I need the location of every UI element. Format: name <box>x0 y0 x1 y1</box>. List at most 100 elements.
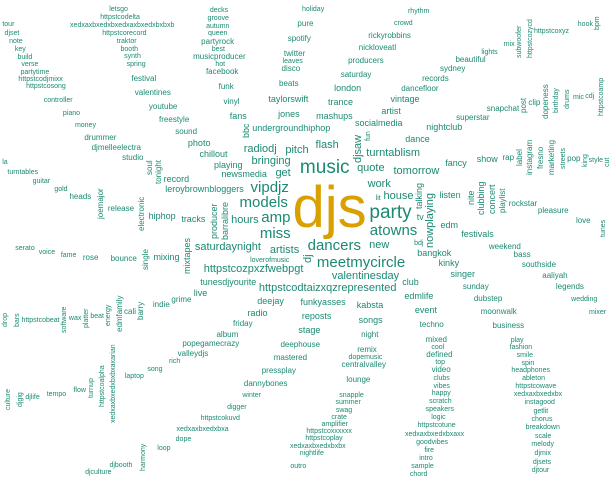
cloud-word: httpstcowave <box>515 383 557 391</box>
cloud-word: drop <box>2 312 10 327</box>
cloud-word: synth <box>124 53 141 61</box>
cloud-word: spin <box>521 359 535 367</box>
cloud-word: lounge <box>346 375 371 385</box>
cloud-word: energy <box>105 305 113 327</box>
cloud-word: legends <box>555 282 584 292</box>
cloud-word: beat <box>90 313 104 321</box>
cloud-word: dancefloor <box>401 84 439 94</box>
cloud-word: top <box>435 359 446 367</box>
cloud-word: album <box>216 329 239 339</box>
cloud-word: funkyasses <box>300 297 346 308</box>
cloud-word: king <box>581 153 589 167</box>
cloud-word: weekend <box>488 241 521 251</box>
cloud-word: dannybones <box>243 378 288 388</box>
cloud-word: barry <box>136 301 146 320</box>
cloud-word: bars <box>14 313 22 328</box>
cloud-word: httpstcozycd <box>526 18 534 58</box>
cloud-word: serato <box>15 245 35 253</box>
cloud-word: tunes <box>600 219 607 238</box>
cloud-word: night <box>361 330 379 340</box>
cloud-word: autumn <box>206 22 230 30</box>
cloud-word: httpstcoalpha <box>98 365 106 407</box>
cloud-word: dj <box>301 254 314 263</box>
cloud-word: wax <box>68 315 82 323</box>
cloud-word: bringing <box>251 155 291 168</box>
cloud-word: httpstcozpxzfwebpgt <box>203 263 304 275</box>
cloud-word: vibes <box>433 382 450 390</box>
cloud-word: valentinesday <box>331 270 400 283</box>
cloud-word: leroybrownbloggers <box>165 183 244 194</box>
cloud-word: song <box>147 366 163 374</box>
cloud-word: cdj <box>585 93 595 101</box>
cloud-word: mix <box>503 41 515 49</box>
cloud-word: cali <box>124 307 137 317</box>
cloud-word: event <box>414 304 437 315</box>
cloud-word: groove <box>207 14 229 22</box>
cloud-word: djbooth <box>109 461 133 469</box>
cloud-word: flow <box>73 386 86 394</box>
cloud-word: djtour <box>531 467 550 475</box>
cloud-word: bdj <box>414 240 424 248</box>
cloud-word: tv <box>416 212 424 223</box>
cloud-word: rickyrobbins <box>368 30 411 40</box>
cloud-word: birthday <box>553 87 561 113</box>
cloud-word: radio <box>247 307 268 318</box>
cloud-word: photo <box>187 138 211 149</box>
cloud-word: party <box>369 201 412 223</box>
cloud-word: melody <box>531 441 554 449</box>
cloud-word: grime <box>171 294 192 304</box>
cloud-word: hiphop <box>148 211 176 222</box>
cloud-word: studio <box>122 153 144 163</box>
cloud-word: clubbing <box>476 181 487 216</box>
cloud-word: bpm <box>593 16 601 31</box>
cloud-word: release <box>107 203 135 213</box>
cloud-word: holiday <box>302 6 325 14</box>
cloud-word: clubs <box>433 374 450 382</box>
cloud-word: wedding <box>571 295 598 303</box>
cloud-word: undergroundhiphop <box>252 123 331 134</box>
cloud-word: house <box>383 190 414 203</box>
cloud-word: rockstar <box>508 198 538 208</box>
cloud-word: lit <box>375 195 381 203</box>
cloud-word: artists <box>269 243 300 256</box>
cloud-word: xedxaxbxedxbxa <box>176 425 229 433</box>
cloud-word: tomorrow <box>393 165 440 178</box>
cloud-word: valleydjs <box>177 348 209 358</box>
cloud-word: tour <box>2 21 15 29</box>
cloud-word: marketing <box>547 140 557 176</box>
cloud-word: sunday <box>462 281 489 291</box>
cloud-word: partytime <box>20 68 50 76</box>
cloud-word: sample <box>411 462 434 470</box>
cloud-word: vintage <box>390 94 420 105</box>
cloud-word: popegamecrazy <box>182 339 240 349</box>
cloud-word: mic <box>572 94 584 102</box>
cloud-word: tunesdjyourite <box>200 276 257 287</box>
cloud-word: amplifier <box>321 421 348 429</box>
cloud-word: stage <box>298 325 321 336</box>
cloud-word: la <box>2 159 8 166</box>
cloud-word: live <box>193 287 208 298</box>
cloud-word: spring <box>126 60 146 68</box>
cloud-word: indie <box>152 300 170 310</box>
cloud-word: saturdaynight <box>194 241 261 254</box>
cloud-word: get <box>275 167 291 180</box>
cloud-word: fancy <box>445 157 467 168</box>
cloud-word: httpstcodelta <box>100 13 140 21</box>
cloud-word: music <box>299 156 350 178</box>
cloud-word: chorus <box>531 415 553 423</box>
cloud-word: tracks <box>181 214 206 225</box>
cloud-word: httpstcodjmixx <box>18 76 63 84</box>
cloud-word: djsaw <box>351 134 364 163</box>
cloud-word: partyrock <box>201 36 235 46</box>
cloud-word: london <box>334 83 362 94</box>
cloud-word: reposts <box>301 311 332 322</box>
cloud-word: httpstcoxxxxxx <box>306 428 352 436</box>
cloud-word: nightclub <box>426 122 463 133</box>
cloud-word: intro <box>419 454 433 462</box>
cloud-word: funk <box>218 82 234 92</box>
cloud-word: mastered <box>273 352 308 362</box>
cloud-word: headphones <box>511 367 550 375</box>
cloud-word: flash <box>315 138 339 151</box>
cloud-word: pressplay <box>261 365 296 375</box>
